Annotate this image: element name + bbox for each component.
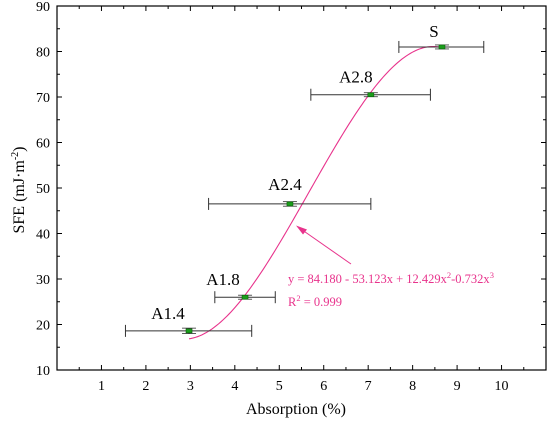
data-marker <box>438 44 446 50</box>
data-point-a1-4: A1.4 <box>124 304 253 337</box>
fit-equation: y = 84.180 - 53.123x + 12.429x2-0.732x3 … <box>288 270 494 309</box>
y-axis-title-close: ) <box>11 146 28 151</box>
data-point-a2-8: A2.8 <box>310 68 431 101</box>
eq-sup-1: 2 <box>447 270 451 280</box>
point-label: A1.8 <box>206 270 240 289</box>
annotation-arrow <box>296 225 352 265</box>
data-point-s: S <box>398 22 485 53</box>
point-label: A1.4 <box>151 304 185 323</box>
r2-sup: 2 <box>296 293 300 303</box>
r2-main: R <box>288 295 297 309</box>
x-tick-label: 6 <box>320 379 327 394</box>
y-axis-title-main: SFE (mJ·m <box>11 160 28 234</box>
x-axis-title: Absorption (%) <box>246 401 346 418</box>
eq-sup-2: 3 <box>490 270 494 280</box>
x-tick-label: 10 <box>495 379 509 394</box>
y-tick-label: 90 <box>36 0 50 15</box>
y-tick-label: 70 <box>36 91 50 106</box>
point-label: A2.8 <box>339 68 373 87</box>
y-tick-label: 80 <box>36 46 50 61</box>
point-label: S <box>429 22 438 41</box>
data-point-a2-4: A2.4 <box>208 175 372 210</box>
data-marker <box>185 328 193 334</box>
x-tick-label: 8 <box>409 379 416 394</box>
y-tick-label: 20 <box>36 319 50 334</box>
r-squared-text: R2 = 0.999 <box>288 293 342 309</box>
eq-mid: -0.732x <box>451 272 490 286</box>
y-tick-label: 50 <box>36 182 50 197</box>
y-tick-label: 10 <box>36 364 50 379</box>
x-tick-label: 1 <box>98 379 105 394</box>
r2-rest: = 0.999 <box>301 295 342 309</box>
x-tick-label: 9 <box>454 379 461 394</box>
x-tick-label: 2 <box>142 379 149 394</box>
data-marker <box>286 201 294 207</box>
x-tick-label: 7 <box>365 379 372 394</box>
x-tick-label: 5 <box>276 379 283 394</box>
fit-equation-text: y = 84.180 - 53.123x + 12.429x2-0.732x3 <box>288 270 494 286</box>
x-tick-label: 3 <box>187 379 194 394</box>
data-marker <box>367 92 375 98</box>
y-tick-label: 40 <box>36 228 50 243</box>
eq-main: y = 84.180 - 53.123x + 12.429x <box>288 272 448 286</box>
y-tick-label: 30 <box>36 273 50 288</box>
data-point-a1-8: A1.8 <box>206 270 276 304</box>
y-tick-label: 60 <box>36 137 50 152</box>
y-axis-title: SFE (mJ·m-2) <box>10 146 28 233</box>
y-axis-title-sup: -2 <box>10 152 21 160</box>
x-tick-label: 4 <box>231 379 238 394</box>
point-label: A2.4 <box>268 175 302 194</box>
data-marker <box>241 294 249 300</box>
fit-curve <box>188 45 443 340</box>
